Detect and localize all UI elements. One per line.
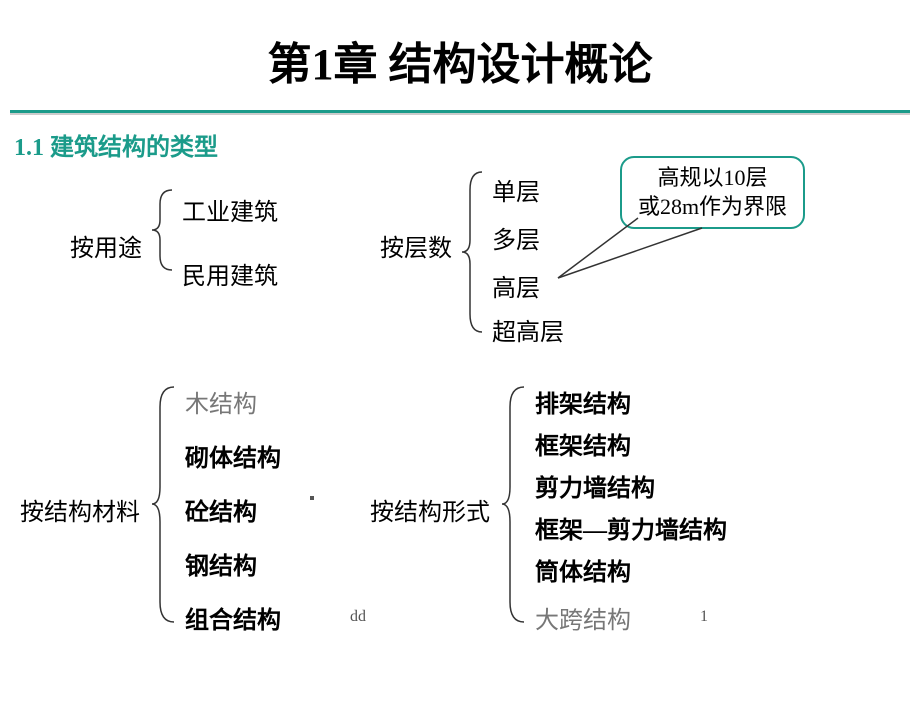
floors-item-0: 单层 — [492, 172, 540, 207]
form-item-2: 剪力墙结构 — [535, 468, 655, 503]
footer-dd: dd — [350, 608, 366, 626]
floors-item-1: 多层 — [492, 220, 540, 255]
form-item-5: 大跨结构 — [535, 600, 631, 635]
usage-item-1: 民用建筑 — [182, 256, 278, 291]
material-item-1: 砌体结构 — [185, 438, 281, 473]
floors-item-3: 超高层 — [492, 312, 564, 347]
form-item-1: 框架结构 — [535, 426, 631, 461]
form-root: 按结构形式 — [370, 492, 490, 527]
usage-root: 按用途 — [70, 228, 142, 263]
form-item-3: 框架—剪力墙结构 — [535, 510, 727, 545]
center-mark — [310, 496, 314, 500]
material-brace — [150, 387, 182, 622]
diagram-content: 按用途 工业建筑 民用建筑 按层数 单层 多层 高层 超高层 高规以10层 或2… — [0, 162, 920, 722]
floors-item-2: 高层 — [492, 268, 540, 303]
chapter-title: 第1章 结构设计概论 — [0, 0, 920, 110]
material-item-3: 钢结构 — [185, 546, 257, 581]
usage-brace — [150, 190, 180, 270]
callout-line2: 或28m作为界限 — [638, 194, 787, 219]
floors-root: 按层数 — [380, 228, 452, 263]
usage-item-0: 工业建筑 — [182, 192, 278, 227]
form-brace — [500, 387, 532, 622]
callout-connector — [548, 218, 708, 288]
form-item-4: 筒体结构 — [535, 552, 631, 587]
material-root: 按结构材料 — [20, 492, 140, 527]
floors-brace — [460, 172, 490, 332]
material-item-4: 组合结构 — [185, 600, 281, 635]
callout-line1: 高规以10层 — [657, 165, 767, 190]
page-number: 1 — [700, 608, 708, 626]
material-item-2: 砼结构 — [185, 492, 257, 527]
form-item-0: 排架结构 — [535, 384, 631, 419]
title-divider — [10, 110, 910, 113]
material-item-0: 木结构 — [185, 384, 257, 419]
